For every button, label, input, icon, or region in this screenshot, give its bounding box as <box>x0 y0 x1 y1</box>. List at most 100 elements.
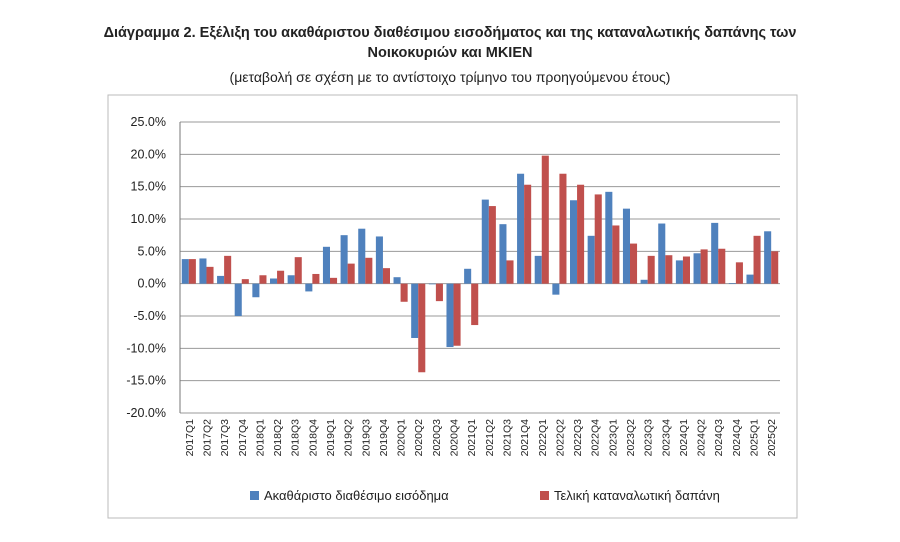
legend-label: Ακαθάριστο διαθέσιμο εισόδημα <box>264 488 449 503</box>
bar <box>534 255 542 284</box>
bar <box>199 258 207 284</box>
bar <box>481 199 489 284</box>
y-tick-label: 10.0% <box>131 212 166 226</box>
bar <box>234 283 242 316</box>
x-tick-label: 2022Q3 <box>572 419 584 457</box>
x-tick-label: 2020Q2 <box>413 419 425 457</box>
bar <box>570 200 578 284</box>
x-tick-label: 2019Q3 <box>360 419 372 457</box>
x-tick-label: 2019Q2 <box>343 419 355 457</box>
bar <box>675 260 683 284</box>
bar <box>552 283 560 295</box>
bar <box>330 277 338 284</box>
y-tick-label: 25.0% <box>131 115 166 129</box>
chart-subtitle: (μεταβολή σε σχέση με το αντίστοιχο τρίμ… <box>230 69 671 85</box>
bar <box>294 257 302 284</box>
x-tick-label: 2018Q4 <box>307 419 319 457</box>
chart-frame <box>107 94 798 519</box>
chart-title: Διάγραμμα 2. Εξέλιξη του ακαθάριστου δια… <box>104 25 797 41</box>
y-tick-label: -20.0% <box>126 406 166 420</box>
bar <box>630 243 638 284</box>
bar <box>587 235 595 284</box>
x-tick-label: 2018Q2 <box>272 419 284 457</box>
x-tick-label: 2017Q1 <box>184 419 196 457</box>
x-tick-label: 2018Q1 <box>254 419 266 457</box>
bar <box>517 173 525 284</box>
x-tick-label: 2017Q4 <box>237 419 249 457</box>
y-tick-label: 15.0% <box>131 180 166 194</box>
x-tick-label: 2025Q2 <box>766 419 778 457</box>
bar <box>224 255 232 284</box>
bar <box>464 268 472 284</box>
bar <box>241 279 249 284</box>
y-tick-label: -5.0% <box>133 309 166 323</box>
bar <box>270 278 278 284</box>
x-tick-label: 2022Q2 <box>554 419 566 457</box>
x-tick-label: 2024Q4 <box>731 419 743 457</box>
bar <box>340 235 348 284</box>
bar <box>453 283 461 346</box>
bar <box>746 274 754 284</box>
bar <box>622 208 630 284</box>
bar <box>418 283 426 373</box>
bar <box>718 248 726 284</box>
x-tick-label: 2023Q4 <box>660 419 672 457</box>
bar <box>322 246 330 284</box>
bar <box>682 256 690 284</box>
bar <box>181 259 189 284</box>
x-tick-label: 2019Q4 <box>378 419 390 457</box>
bar <box>559 173 567 284</box>
bar <box>259 275 267 284</box>
bar <box>506 260 514 284</box>
x-tick-label: 2020Q1 <box>396 419 408 457</box>
x-tick-label: 2022Q4 <box>590 419 602 457</box>
bar <box>665 255 673 284</box>
bar <box>435 283 443 302</box>
bar <box>393 277 401 284</box>
chart-title: Νοικοκυριών και ΜΚΙΕΝ <box>368 45 533 61</box>
x-tick-label: 2021Q3 <box>501 419 513 457</box>
x-tick-label: 2019Q1 <box>325 419 337 457</box>
x-tick-label: 2020Q3 <box>431 419 443 457</box>
bar <box>524 184 532 284</box>
bar <box>711 222 719 284</box>
x-tick-label: 2021Q1 <box>466 419 478 457</box>
x-tick-label: 2021Q2 <box>484 419 496 457</box>
bar <box>764 231 772 284</box>
bar <box>277 270 285 284</box>
y-tick-label: 20.0% <box>131 147 166 161</box>
bar <box>358 228 366 284</box>
bar <box>640 279 648 284</box>
x-tick-label: 2017Q2 <box>201 419 213 457</box>
x-tick-label: 2024Q1 <box>678 419 690 457</box>
bar <box>400 283 408 302</box>
bar <box>347 263 355 284</box>
bar <box>446 283 454 348</box>
bar <box>305 283 313 292</box>
x-tick-label: 2023Q3 <box>643 419 655 457</box>
y-tick-label: 5.0% <box>138 244 167 258</box>
bar <box>658 223 666 284</box>
bar <box>382 268 390 284</box>
bar <box>188 259 196 284</box>
bar <box>252 283 260 298</box>
bar <box>753 235 761 284</box>
x-tick-label: 2023Q2 <box>625 419 637 457</box>
y-tick-label: 0.0% <box>138 277 167 291</box>
bar <box>499 224 507 284</box>
legend-swatch <box>250 491 259 500</box>
x-tick-label: 2024Q3 <box>713 419 725 457</box>
bar <box>612 225 620 284</box>
bar <box>541 155 549 284</box>
x-tick-label: 2024Q2 <box>696 419 708 457</box>
bar <box>375 236 383 284</box>
bar <box>312 273 320 284</box>
bar <box>728 283 736 284</box>
bar <box>471 283 479 326</box>
bar <box>365 257 373 284</box>
bar <box>594 194 602 284</box>
bar <box>700 249 708 284</box>
bar <box>411 283 419 338</box>
bar <box>287 275 295 284</box>
